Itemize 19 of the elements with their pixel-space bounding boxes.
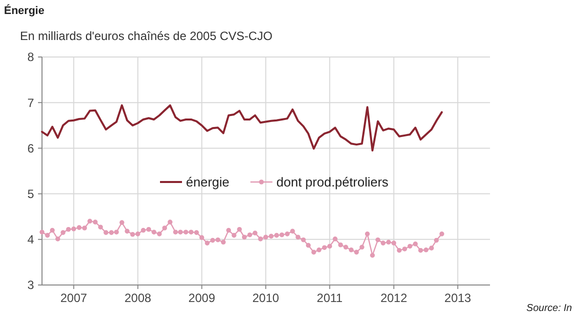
line-series: [41, 104, 443, 152]
x-tick-label: 2010: [252, 291, 280, 305]
y-tick-label: 7: [27, 96, 34, 110]
x-tick-label: 2012: [380, 291, 408, 305]
x-tick-label: 2007: [60, 291, 88, 305]
source-note: Source: In: [526, 303, 572, 314]
y-tick-label: 4: [27, 232, 34, 247]
legend-label: énergie: [186, 174, 230, 190]
x-tick-label: 2009: [188, 291, 216, 305]
y-tick-label: 5: [27, 187, 34, 201]
y-tick-label: 6: [27, 141, 34, 156]
y-tick-label: 3: [27, 278, 34, 292]
chart-title: Énergie: [4, 4, 44, 17]
legend-label: dont prod.pétroliers: [276, 174, 389, 190]
chart-subtitle: En milliards d'euros chaînés de 2005 CVS-CJO: [20, 29, 272, 43]
y-tick-label: 8: [27, 50, 34, 64]
x-tick-label: 2008: [124, 291, 152, 305]
x-tick-label: 2011: [316, 291, 343, 305]
x-tick-label: 2013: [444, 291, 472, 305]
